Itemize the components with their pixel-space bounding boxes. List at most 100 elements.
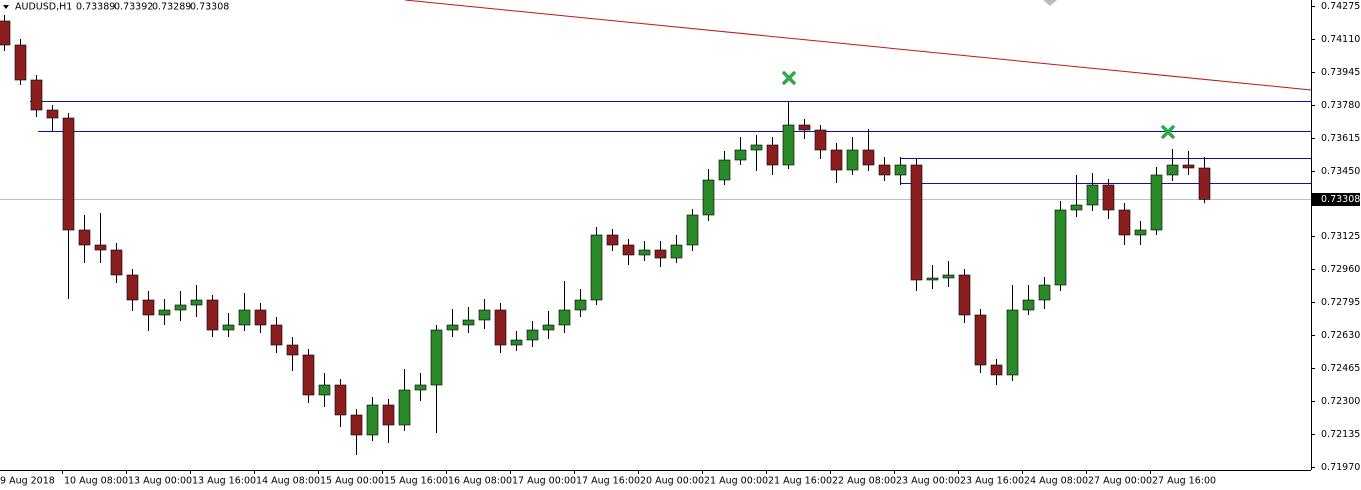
x-tick-label: 13 Aug 00:00 <box>128 476 192 487</box>
y-tick-label: 0.71970 <box>1321 462 1360 473</box>
x-tick-label: 14 Aug 08:00 <box>256 476 320 487</box>
candle-body <box>798 124 811 131</box>
x-tick-label: 15 Aug 16:00 <box>384 476 448 487</box>
candle-body <box>942 274 955 279</box>
candle-body <box>1118 209 1131 236</box>
candle-body <box>1166 164 1179 176</box>
candle-body <box>366 404 379 436</box>
candle-body <box>558 309 571 326</box>
candle-body <box>126 274 139 301</box>
x-tick-label: 17 Aug 16:00 <box>576 476 640 487</box>
x-tick-label: 15 Aug 00:00 <box>320 476 384 487</box>
candle-body <box>158 309 171 316</box>
x-tick-label: 23 Aug 16:00 <box>960 476 1024 487</box>
candle-body <box>542 324 555 331</box>
candle-body <box>494 309 507 346</box>
y-tick-label: 0.72300 <box>1321 396 1360 407</box>
candle-body <box>142 299 155 316</box>
candle-body <box>894 164 907 176</box>
candle-body <box>430 329 443 386</box>
menu-arrow[interactable] <box>3 5 9 9</box>
y-tick-label: 0.72960 <box>1321 264 1360 275</box>
candle-body <box>1102 184 1115 211</box>
y-tick-label: 0.73125 <box>1321 231 1360 242</box>
candle-body <box>1022 299 1035 311</box>
candle-body <box>1038 284 1051 301</box>
candle-body <box>462 319 475 326</box>
candle-body <box>830 149 843 171</box>
candle-body <box>590 234 603 301</box>
x-tick-label: 20 Aug 00:00 <box>640 476 704 487</box>
candle-body <box>910 164 923 281</box>
candle-body <box>318 384 331 396</box>
candle-body <box>206 299 219 331</box>
candle-body <box>446 324 459 331</box>
candle-body <box>718 159 731 181</box>
candle-body <box>334 384 347 416</box>
candle-body <box>1182 164 1195 169</box>
candle-body <box>1086 184 1099 206</box>
candle-body <box>1198 167 1211 200</box>
plot-area <box>0 0 1312 455</box>
candle-body <box>254 309 267 326</box>
y-tick-label: 0.72795 <box>1321 297 1360 308</box>
candle-body <box>46 109 59 119</box>
candle-body <box>1150 174 1163 231</box>
y-tick-label: 0.72630 <box>1321 330 1360 341</box>
candle-body <box>238 309 251 326</box>
object-marker <box>1043 0 1057 6</box>
candle-body <box>974 314 987 366</box>
candle-body <box>30 79 43 111</box>
y-tick-label: 0.72135 <box>1321 429 1360 440</box>
candle-body <box>110 249 123 276</box>
annotation-cross <box>782 71 796 85</box>
candle-body <box>574 299 587 311</box>
candle-body <box>414 384 427 391</box>
y-tick-label: 0.73945 <box>1321 67 1360 78</box>
x-tick-label: 13 Aug 16:00 <box>192 476 256 487</box>
candle-body <box>958 274 971 316</box>
y-tick-label: 0.72465 <box>1321 363 1360 374</box>
candle-body <box>286 344 299 356</box>
candle-body <box>622 244 635 256</box>
x-tick-label: 23 Aug 00:00 <box>896 476 960 487</box>
x-tick-label: 27 Aug 16:00 <box>1152 476 1216 487</box>
candle-body <box>190 299 203 306</box>
y-tick-label: 0.73450 <box>1321 166 1360 177</box>
trend-line <box>404 0 1312 91</box>
candle-body <box>638 249 651 256</box>
candle-body <box>14 44 27 81</box>
candle-body <box>478 309 491 321</box>
x-tick-label: 17 Aug 00:00 <box>512 476 576 487</box>
annotation-cross <box>1161 125 1175 139</box>
candle-body <box>702 179 715 216</box>
x-tick-label: 24 Aug 08:00 <box>1024 476 1088 487</box>
candle-body <box>670 244 683 259</box>
candle-body <box>222 324 235 331</box>
candle-body <box>766 144 779 166</box>
candle-body <box>1006 309 1019 376</box>
candle-body <box>862 149 875 166</box>
candle-body <box>750 144 763 151</box>
candle-body <box>606 234 619 246</box>
candle-body <box>270 324 283 346</box>
candle-body <box>686 214 699 246</box>
candle-body <box>782 124 795 166</box>
quote-open: 0.73389 <box>76 2 115 13</box>
y-tick-label: 0.74110 <box>1321 34 1360 45</box>
x-tick-label: 21 Aug 00:00 <box>704 476 768 487</box>
candle-body <box>302 354 315 396</box>
x-tick-label: 9 Aug 2018 <box>0 476 55 487</box>
candle-body <box>654 249 667 259</box>
symbol: AUDUSD,H1 <box>15 2 72 13</box>
current-price-box <box>1312 193 1360 206</box>
candle-body <box>174 304 187 311</box>
candle-body <box>382 404 395 426</box>
x-tick-label: 21 Aug 16:00 <box>768 476 832 487</box>
quote-close: 0.73308 <box>190 2 229 13</box>
candle-body <box>510 339 523 346</box>
candle-body <box>846 149 859 171</box>
candle-body <box>1054 209 1067 286</box>
candle-body <box>990 364 1003 376</box>
x-tick-label: 10 Aug 08:00 <box>64 476 128 487</box>
